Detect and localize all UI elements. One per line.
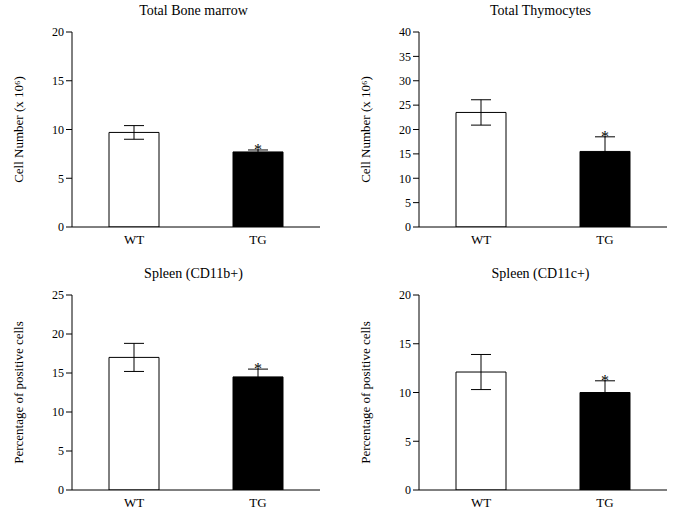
svg-text:10: 10	[399, 386, 411, 400]
svg-text:0: 0	[58, 220, 64, 234]
html-text:Spleen (CD11b+): Spleen (CD11b+)	[144, 266, 243, 281]
svg-text:WT: WT	[124, 495, 144, 510]
svg-text:Cell Number (x 10⁶): Cell Number (x 10⁶)	[358, 76, 373, 183]
svg-text:Percentage of positive cells: Percentage of positive cells	[11, 321, 26, 464]
svg-text:5: 5	[405, 196, 411, 210]
html-text:Spleen (CD11c+): Spleen (CD11c+)	[491, 266, 590, 281]
svg-text:35: 35	[399, 50, 411, 64]
svg-text:0: 0	[58, 483, 64, 497]
html-text:Total Thymocytes: Total Thymocytes	[490, 3, 591, 18]
svg-text:5: 5	[58, 444, 64, 458]
svg-text:0: 0	[405, 220, 411, 234]
svg-text:25: 25	[399, 98, 411, 112]
svg-text:TG: TG	[249, 232, 266, 247]
svg-text:15: 15	[52, 366, 64, 380]
svg-text:15: 15	[399, 147, 411, 161]
svg-text:*: *	[254, 141, 262, 158]
svg-text:Cell Number (x 10⁶): Cell Number (x 10⁶)	[11, 76, 26, 183]
svg-text:15: 15	[399, 337, 411, 351]
svg-text:Percentage of positive cells: Percentage of positive cells	[358, 321, 373, 464]
svg-text:WT: WT	[471, 495, 491, 510]
svg-text:15: 15	[52, 74, 64, 88]
svg-text:WT: WT	[471, 232, 491, 247]
svg-text:30: 30	[399, 74, 411, 88]
svg-text:40: 40	[399, 25, 411, 39]
svg-text:20: 20	[52, 25, 64, 39]
svg-text:TG: TG	[249, 495, 266, 510]
svg-text:5: 5	[58, 172, 64, 186]
svg-text:25: 25	[52, 288, 64, 302]
svg-text:10: 10	[399, 172, 411, 186]
svg-text:WT: WT	[124, 232, 144, 247]
svg-text:0: 0	[405, 483, 411, 497]
svg-text:5: 5	[405, 435, 411, 449]
svg-text:20: 20	[52, 327, 64, 341]
svg-text:*: *	[601, 372, 609, 389]
svg-text:20: 20	[399, 123, 411, 137]
svg-text:10: 10	[52, 123, 64, 137]
html-text:Total Bone marrow: Total Bone marrow	[139, 3, 248, 18]
svg-text:*: *	[601, 128, 609, 145]
svg-text:TG: TG	[596, 232, 613, 247]
svg-text:20: 20	[399, 288, 411, 302]
svg-text:TG: TG	[596, 495, 613, 510]
svg-text:*: *	[254, 360, 262, 377]
svg-text:10: 10	[52, 405, 64, 419]
